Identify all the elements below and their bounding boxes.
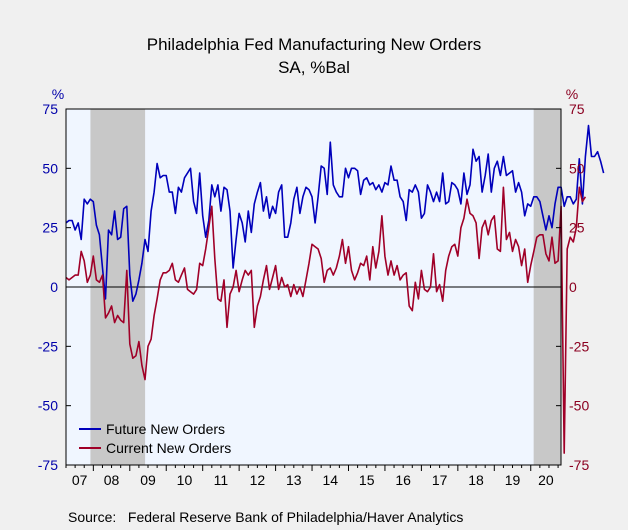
right-tick-label: 75 — [569, 101, 585, 117]
x-tick-label: 14 — [322, 472, 338, 488]
series-line-current-new-orders — [65, 186, 587, 454]
x-tick-label: 07 — [72, 472, 88, 488]
right-tick-label: -75 — [569, 457, 589, 473]
x-tick-label: 19 — [505, 472, 521, 488]
left-tick-label: 25 — [42, 220, 58, 236]
left-tick-label: 75 — [42, 101, 58, 117]
x-tick-label: 18 — [468, 472, 484, 488]
chart-title: Philadelphia Fed Manufacturing New Order… — [147, 35, 482, 54]
legend-label-current: Current New Orders — [106, 440, 231, 456]
x-tick-label: 15 — [359, 472, 375, 488]
right-tick-label: -50 — [569, 398, 589, 414]
right-tick-label: 25 — [569, 220, 585, 236]
left-tick-label: -50 — [38, 398, 58, 414]
x-tick-label: 08 — [104, 472, 120, 488]
right-axis-unit: % — [566, 86, 578, 102]
chart-subtitle: SA, %Bal — [278, 58, 350, 77]
x-tick-label: 13 — [286, 472, 302, 488]
source-note: Source: Federal Reserve Bank of Philadel… — [68, 509, 463, 525]
left-tick-label: 50 — [42, 160, 58, 176]
left-axis-unit: % — [52, 86, 64, 102]
x-tick-label: 12 — [250, 472, 266, 488]
legend: Future New Orders Current New Orders — [79, 421, 231, 456]
x-tick-label: 10 — [177, 472, 193, 488]
left-tick-label: -75 — [38, 457, 58, 473]
series-line-future-new-orders — [65, 124, 605, 303]
right-tick-label: 0 — [569, 279, 577, 295]
x-tick-label: 16 — [395, 472, 411, 488]
right-tick-label: -25 — [569, 338, 589, 354]
legend-label-future: Future New Orders — [106, 421, 225, 437]
right-tick-label: 50 — [569, 160, 585, 176]
x-tick-label: 20 — [538, 472, 554, 488]
left-tick-label: 0 — [50, 279, 58, 295]
x-tick-label: 09 — [140, 472, 156, 488]
x-tick-label: 11 — [214, 472, 229, 488]
x-tick-label: 17 — [432, 472, 448, 488]
left-tick-label: -25 — [38, 338, 58, 354]
